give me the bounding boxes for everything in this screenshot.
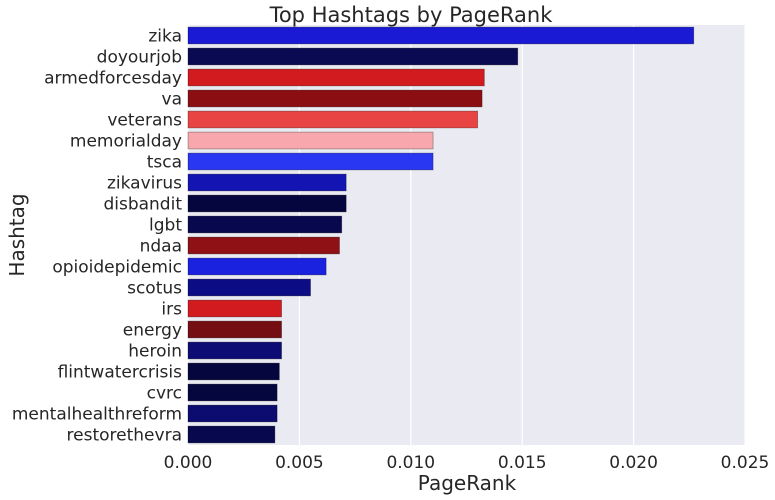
y-axis-label: Hashtag bbox=[5, 193, 29, 276]
bar-zika bbox=[187, 26, 695, 45]
y-tick-label: flintwatercrisis bbox=[58, 363, 183, 383]
bar-disbandit bbox=[187, 194, 347, 213]
bar-energy bbox=[187, 320, 282, 339]
bar-armedforcesday bbox=[187, 68, 485, 87]
y-tick-label: opioidepidemic bbox=[52, 258, 182, 278]
y-tick-label: zika bbox=[148, 27, 182, 47]
chart-title: Top Hashtags by PageRank bbox=[269, 3, 554, 27]
y-tick-labels: zikadoyourjobarmedforcesdayvaveteransmem… bbox=[12, 27, 182, 446]
y-tick-label: memorialday bbox=[70, 132, 182, 152]
x-tick-labels: 0.000 0.005 0.010 0.015 0.020 0.025 bbox=[164, 453, 770, 473]
bars bbox=[187, 26, 695, 444]
x-tick-label: 0.010 bbox=[386, 453, 435, 473]
y-tick-label: irs bbox=[161, 300, 182, 320]
bar-irs bbox=[187, 299, 282, 318]
y-tick-label: zikavirus bbox=[107, 174, 182, 194]
y-tick-label: doyourjob bbox=[97, 48, 182, 68]
bar-veterans bbox=[187, 110, 479, 129]
y-tick-label: cvrc bbox=[147, 384, 182, 404]
y-tick-label: tsca bbox=[147, 153, 182, 173]
bar-restorethevra bbox=[187, 425, 276, 444]
bar-ndaa bbox=[187, 236, 340, 255]
y-tick-label: lgbt bbox=[149, 216, 182, 236]
y-tick-label: energy bbox=[123, 321, 182, 341]
bar-lgbt bbox=[187, 215, 343, 234]
y-tick-label: va bbox=[162, 90, 182, 110]
bar-opioidepidemic bbox=[187, 257, 327, 276]
x-tick-label: 0.005 bbox=[275, 453, 324, 473]
bar-mentalhealthreform bbox=[187, 404, 278, 423]
y-tick-label: ndaa bbox=[140, 237, 182, 257]
y-tick-label: armedforcesday bbox=[44, 69, 182, 89]
y-tick-label: veterans bbox=[107, 111, 182, 131]
x-tick-label: 0.000 bbox=[164, 453, 213, 473]
bar-tsca bbox=[187, 152, 434, 171]
bar-scotus bbox=[187, 278, 311, 297]
bar-memorialday bbox=[187, 131, 434, 150]
x-tick-label: 0.015 bbox=[498, 453, 547, 473]
y-tick-label: mentalhealthreform bbox=[12, 405, 182, 425]
bar-zikavirus bbox=[187, 173, 347, 192]
y-tick-label: restorethevra bbox=[67, 426, 182, 446]
bar-cvrc bbox=[187, 383, 278, 402]
bar-heroin bbox=[187, 341, 282, 360]
y-tick-label: scotus bbox=[127, 279, 182, 299]
plot-background bbox=[188, 25, 745, 445]
bar-flintwatercrisis bbox=[187, 362, 280, 381]
bar-va bbox=[187, 89, 483, 108]
x-tick-label: 0.020 bbox=[609, 453, 658, 473]
x-axis-label: PageRank bbox=[418, 471, 517, 495]
y-tick-label: disbandit bbox=[103, 195, 182, 215]
bar-doyourjob bbox=[187, 47, 519, 66]
y-tick-label: heroin bbox=[128, 342, 182, 362]
x-tick-label: 0.025 bbox=[721, 453, 770, 473]
